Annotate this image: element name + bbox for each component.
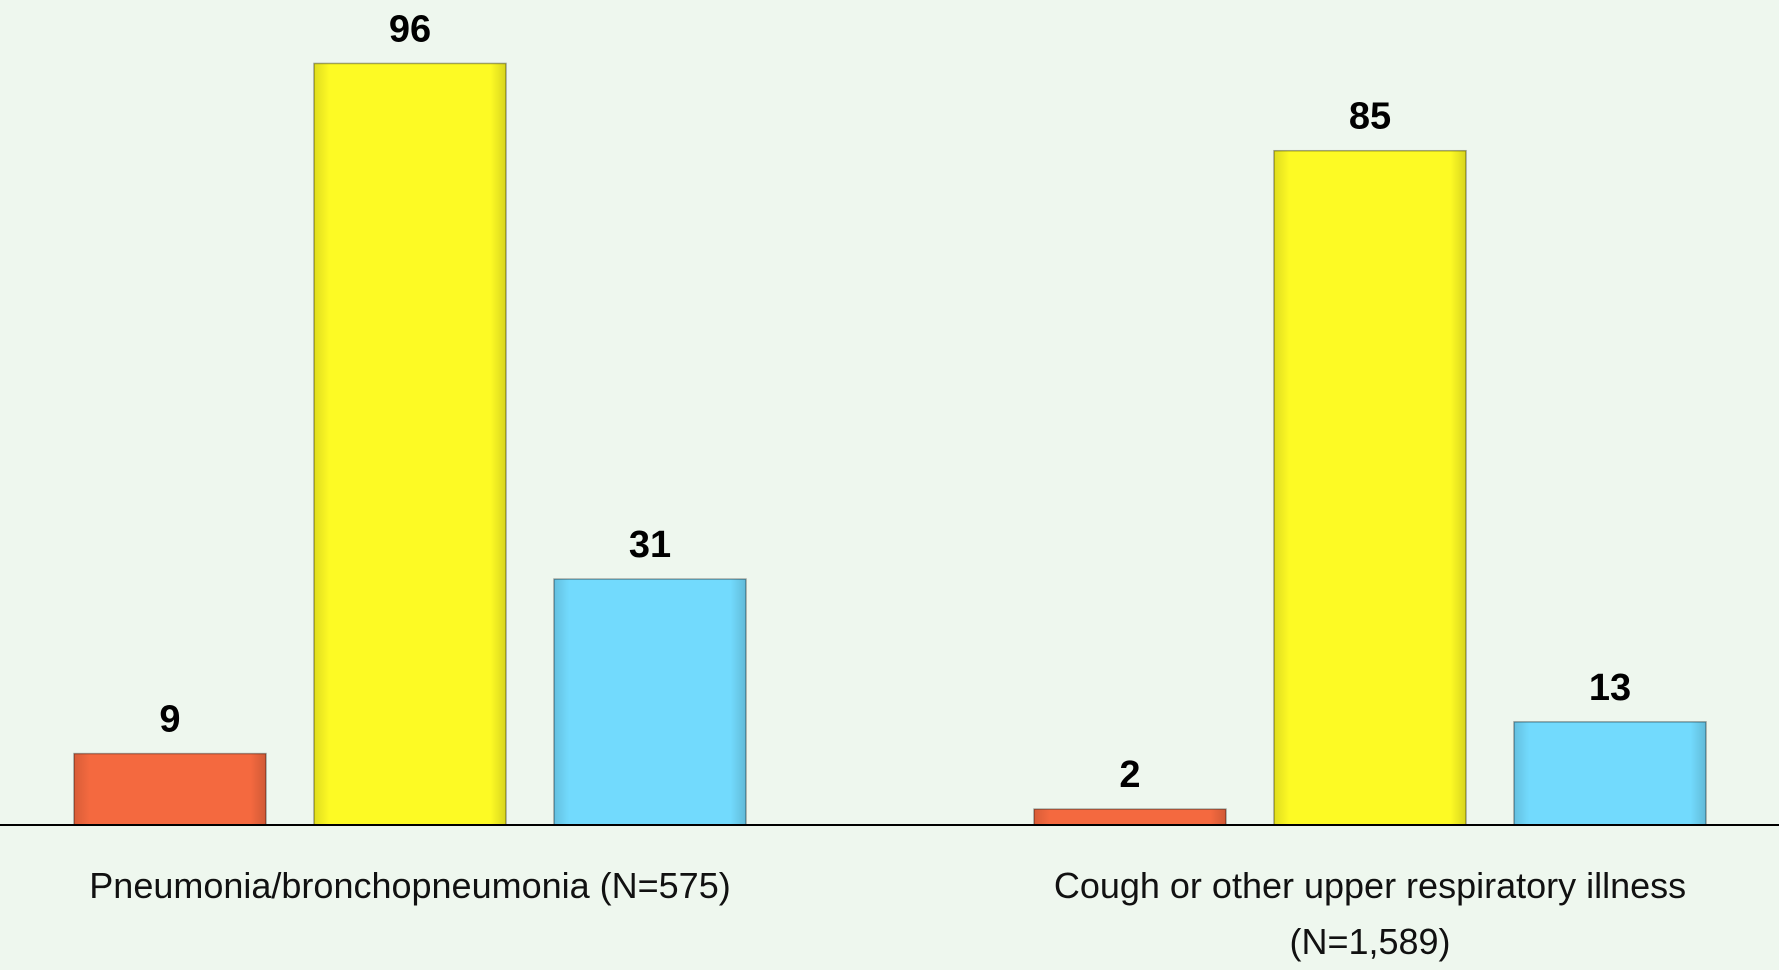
category-label: Pneumonia/bronchopneumonia (N=575) (89, 865, 731, 906)
bar (1273, 149, 1467, 826)
data-label: 96 (389, 8, 431, 50)
data-label: 13 (1589, 667, 1631, 709)
data-label: 2 (1119, 754, 1140, 796)
bar (313, 62, 507, 826)
data-label: 85 (1349, 96, 1391, 138)
data-label: 9 (159, 699, 180, 741)
bar (1033, 808, 1227, 826)
bar (553, 578, 747, 826)
category-label: Cough or other upper respiratory illness… (1053, 865, 1687, 962)
bar (1513, 721, 1707, 826)
data-label: 31 (629, 524, 671, 566)
bar (73, 752, 267, 826)
